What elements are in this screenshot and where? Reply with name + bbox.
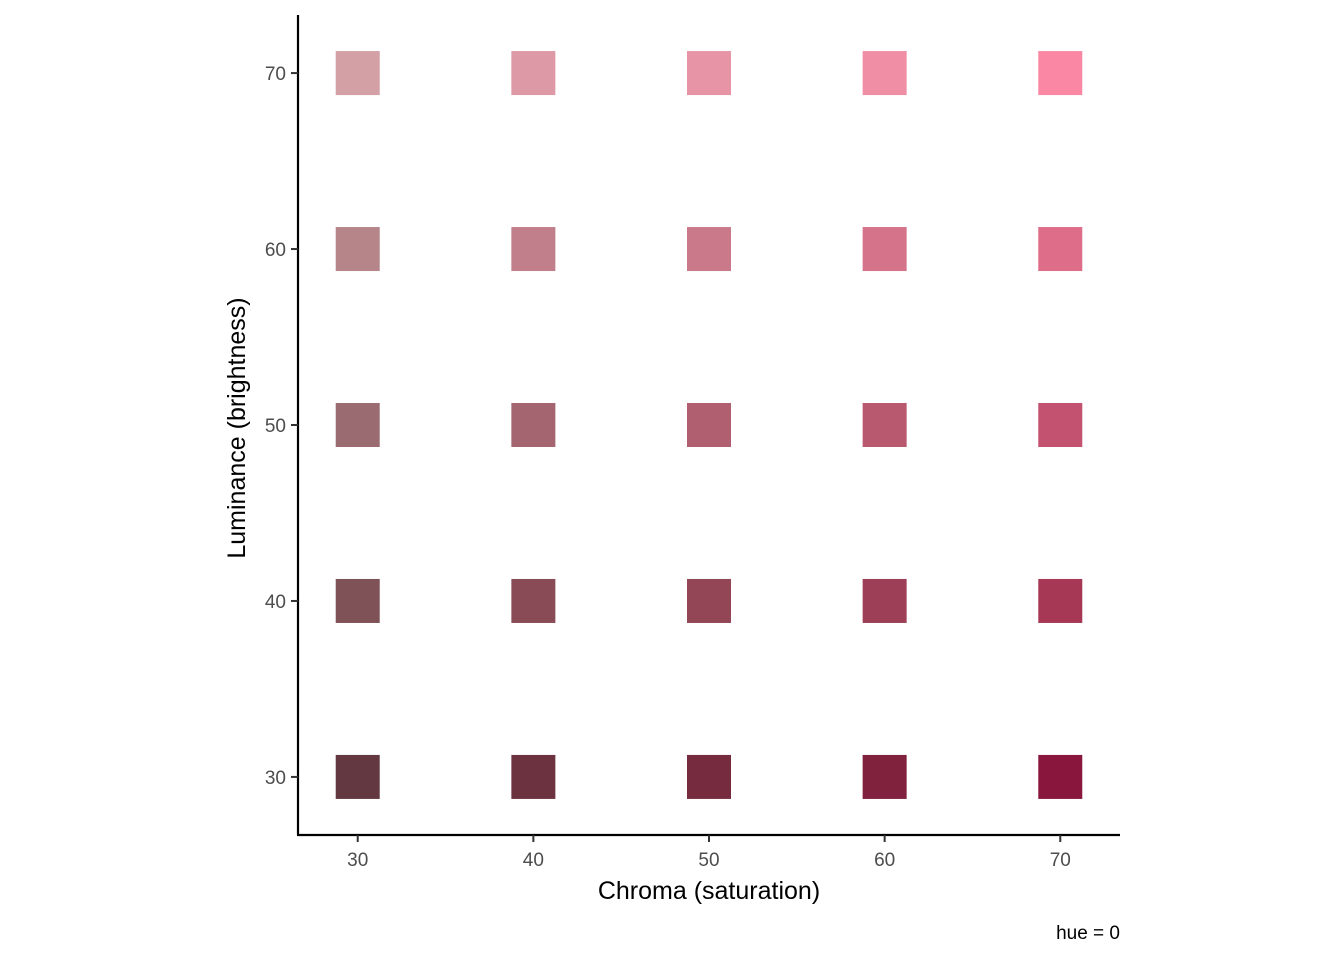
- x-axis-ticks: 30 40 50 60 70: [347, 835, 1071, 871]
- color-swatch-c40-l70: [511, 51, 556, 96]
- color-swatch-c30-l30: [335, 754, 380, 799]
- color-swatch-c40-l50: [511, 403, 556, 447]
- color-swatch-c30-l70: [335, 51, 380, 96]
- color-swatch-c50-l50: [687, 403, 731, 447]
- x-tick-label-30: 30: [347, 850, 368, 871]
- y-tick-label-40: 40: [265, 592, 286, 613]
- color-swatch-c40-l30: [511, 754, 556, 799]
- x-tick-label-70: 70: [1050, 850, 1071, 871]
- color-swatch-c70-l40: [1038, 578, 1083, 623]
- y-tick-label-70: 70: [265, 64, 286, 85]
- color-swatch-c60-l50: [862, 403, 907, 447]
- color-swatch-c50-l70: [687, 51, 731, 96]
- chart-caption: hue = 0: [1056, 923, 1120, 944]
- color-swatch-c50-l40: [687, 578, 731, 623]
- color-swatch-c50-l60: [687, 227, 731, 272]
- color-swatch-c30-l50: [335, 403, 380, 447]
- y-tick-label-60: 60: [265, 240, 286, 261]
- y-tick-label-30: 30: [265, 768, 286, 789]
- color-swatch-c60-l60: [862, 227, 907, 272]
- chart-marks: [335, 51, 1083, 799]
- color-swatch-c60-l40: [862, 578, 907, 623]
- x-tick-label-50: 50: [698, 850, 719, 871]
- color-swatch-c30-l40: [335, 578, 380, 623]
- color-swatch-c30-l60: [335, 227, 380, 272]
- color-swatch-c70-l70: [1038, 51, 1083, 96]
- color-swatch-c50-l30: [687, 754, 731, 799]
- x-tick-label-60: 60: [874, 850, 895, 871]
- y-axis-ticks: 30 40 50 60 70: [265, 64, 298, 789]
- color-swatch-c40-l40: [511, 578, 556, 623]
- color-swatch-c40-l60: [511, 227, 556, 272]
- color-swatch-c70-l50: [1038, 403, 1083, 447]
- color-swatch-c70-l60: [1038, 227, 1083, 272]
- color-swatch-c60-l30: [862, 754, 907, 799]
- color-swatch-c60-l70: [862, 51, 907, 96]
- y-tick-label-50: 50: [265, 416, 286, 437]
- x-tick-label-40: 40: [523, 850, 544, 871]
- y-axis-title: Luminance (brightness): [223, 297, 251, 558]
- x-axis-title: Chroma (saturation): [598, 877, 820, 905]
- color-swatch-c70-l30: [1038, 754, 1083, 799]
